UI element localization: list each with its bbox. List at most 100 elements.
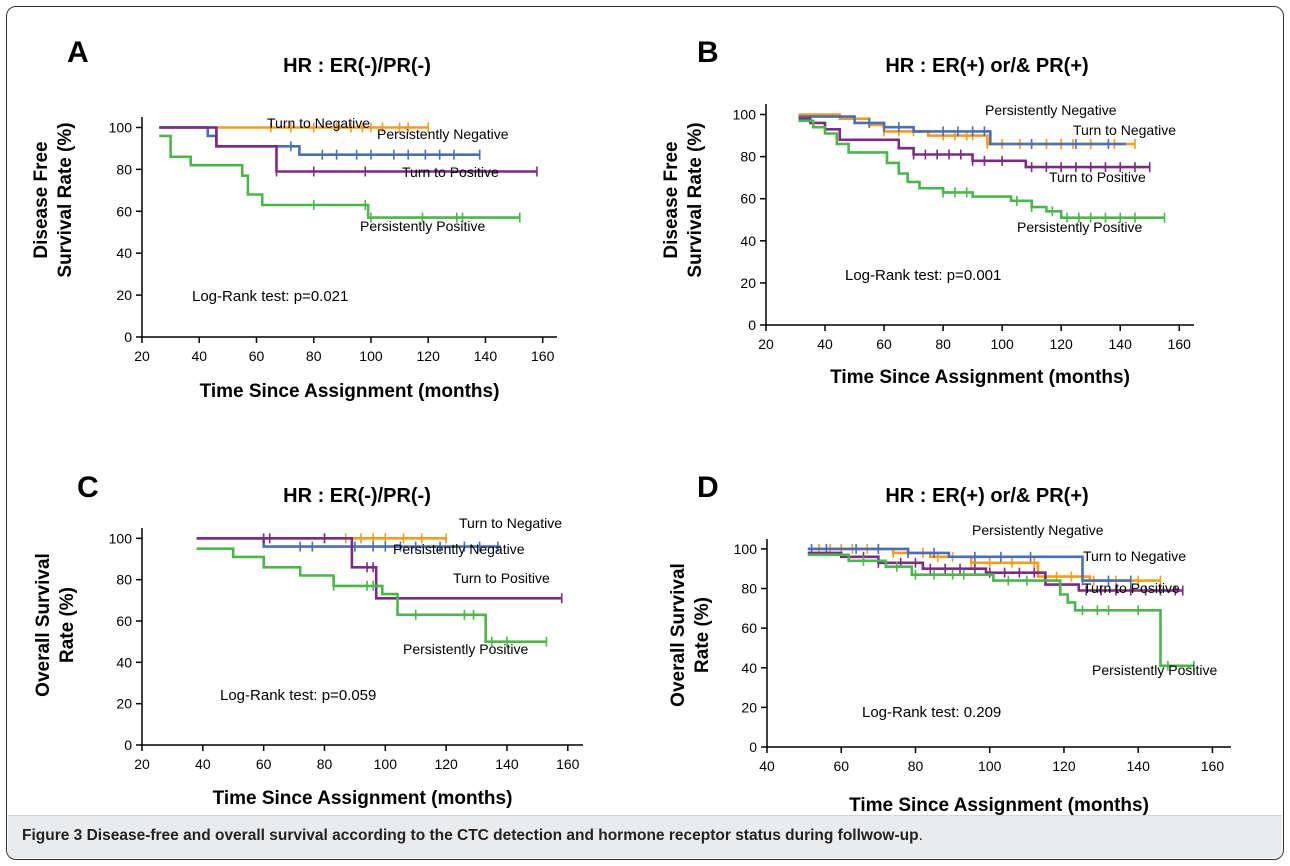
x-tick-label: 40 [195,756,211,772]
x-tick-label: 100 [990,336,1014,352]
km-curve-turn-to-positive [196,537,562,600]
y-tick-label: 80 [116,161,132,177]
x-tick-label: 140 [1109,336,1133,352]
y-tick-label: 100 [734,541,758,557]
y-tick-label: 60 [740,191,756,207]
caption-text: Disease-free and overall survival accord… [82,827,919,844]
x-axis-label: Time Since Assignment (months) [830,367,1130,388]
km-curve-persistently-positive [196,547,547,643]
series-label-persistently-negative: Persistently Negative [985,102,1117,118]
y-axis-label: Overall Survival Rate (%) [668,563,713,707]
y-tick-label: 40 [116,654,132,670]
log-rank-annotation: Log-Rank test: p=0.001 [845,267,1001,284]
x-tick-label: 80 [317,756,333,772]
km-curve-turn-to-positive [798,117,1150,169]
x-tick-label: 20 [758,336,774,352]
x-tick-label: 100 [978,758,1002,774]
series-label-turn-to-negative: Turn to Negative [1083,548,1186,564]
panel-letter: A [67,36,89,69]
y-tick-label: 20 [740,275,756,291]
figure-caption: Figure 3 Disease-free and overall surviv… [22,827,923,845]
x-tick-label: 60 [249,348,265,364]
y-axis-label-line: Rate (%) [57,587,78,663]
x-tick-label: 80 [908,758,924,774]
y-tick-label: 40 [741,660,757,676]
series-label-turn-to-negative: Turn to Negative [459,515,562,531]
y-tick-label: 100 [733,107,757,123]
y-axis-label-line: Disease Free [31,141,52,258]
x-tick-label: 160 [1201,758,1225,774]
km-curve-persistently-positive [798,119,1165,219]
x-tick-label: 40 [759,758,775,774]
y-axis-label-line: Overall Survival [668,563,689,707]
y-tick-label: 0 [124,737,132,753]
x-tick-label: 100 [374,756,398,772]
y-tick-label: 100 [109,119,133,135]
y-tick-label: 80 [740,149,756,165]
y-tick-label: 20 [116,287,132,303]
panel-title: HR : ER(+) or/& PR(+) [885,55,1088,77]
km-curve-persistently-positive [159,134,520,219]
caption-label: Figure 3 [22,827,83,844]
x-tick-label: 140 [1127,758,1151,774]
panel-b: B HR : ER(+) or/& PR(+) Disease Free Surviv… [661,36,1194,388]
x-tick-label: 20 [134,756,150,772]
y-tick-label: 80 [116,572,132,588]
caption-bar: Figure 3 Disease-free and overall surviv… [8,815,1282,858]
series-label-persistently-positive: Persistently Positive [360,218,485,234]
x-tick-label: 160 [531,348,555,364]
x-tick-label: 140 [495,756,519,772]
series-label-persistently-negative: Persistently Negative [972,522,1104,538]
x-axis-label: Time Since Assignment (months) [200,381,500,402]
y-tick-label: 60 [741,620,757,636]
y-axis-label-line: Survival Rate (%) [685,122,706,277]
x-axis-label: Time Since Assignment (months) [849,795,1149,815]
x-tick-label: 160 [556,756,580,772]
x-tick-label: 60 [876,336,892,352]
y-tick-label: 60 [116,613,132,629]
y-axis-label-line: Survival Rate (%) [55,122,76,277]
panel-a: A HR : ER(-)/PR(-) Disease Free Survival Ra… [31,36,557,402]
y-axis-label: Disease Free Survival Rate (%) [661,122,706,277]
series-label-persistently-positive: Persistently Positive [1092,662,1217,678]
panel-title: HR : ER(-)/PR(-) [283,485,431,507]
x-tick-label: 120 [1049,336,1073,352]
x-tick-label: 140 [474,348,498,364]
y-axis-label-line: Disease Free [661,141,682,258]
y-axis-label: Disease Free Survival Rate (%) [31,122,76,277]
y-tick-label: 0 [124,329,132,345]
series-label-turn-to-positive: Turn to Positive [1049,169,1146,185]
y-tick-label: 20 [116,696,132,712]
series-label-turn-to-positive: Turn to Positive [1083,580,1180,596]
series-label-persistently-positive: Persistently Positive [1017,219,1142,235]
log-rank-annotation: Log-Rank test: 0.209 [862,704,1001,721]
series-label-persistently-negative: Persistently Negative [393,541,525,557]
x-tick-label: 80 [935,336,951,352]
x-tick-label: 80 [306,348,322,364]
log-rank-annotation: Log-Rank test: p=0.021 [192,288,348,305]
y-tick-label: 60 [116,203,132,219]
log-rank-annotation: Log-Rank test: p=0.059 [220,687,376,704]
x-tick-label: 120 [1052,758,1076,774]
y-tick-label: 20 [741,699,757,715]
panel-letter: B [697,36,719,69]
x-tick-label: 20 [134,348,150,364]
series-label-persistently-positive: Persistently Positive [403,641,528,657]
y-tick-label: 0 [748,317,756,333]
series-label-turn-to-negative: Turn to Negative [267,115,370,131]
km-curve-turn-to-positive [159,126,537,173]
y-tick-label: 100 [109,530,133,546]
y-axis-label-line: Overall Survival [33,553,54,697]
panel-title: HR : ER(+) or/& PR(+) [885,485,1088,507]
series-label-persistently-negative: Persistently Negative [377,126,509,142]
y-axis-label-line: Rate (%) [692,597,713,673]
x-tick-label: 40 [817,336,833,352]
panel-c: C HR : ER(-)/PR(-) Overall Survival Rate (%… [33,471,583,809]
panel-d: D HR : ER(+) or/& PR(+) Overall Survival Ra… [668,471,1231,815]
y-axis-label: Overall Survival Rate (%) [33,553,78,697]
panel-letter: C [77,471,99,504]
panel-letter: D [697,471,719,504]
y-tick-label: 40 [740,233,756,249]
y-tick-label: 80 [741,581,757,597]
figure-frame: A HR : ER(-)/PR(-) Disease Free Survival Ra… [6,6,1284,860]
